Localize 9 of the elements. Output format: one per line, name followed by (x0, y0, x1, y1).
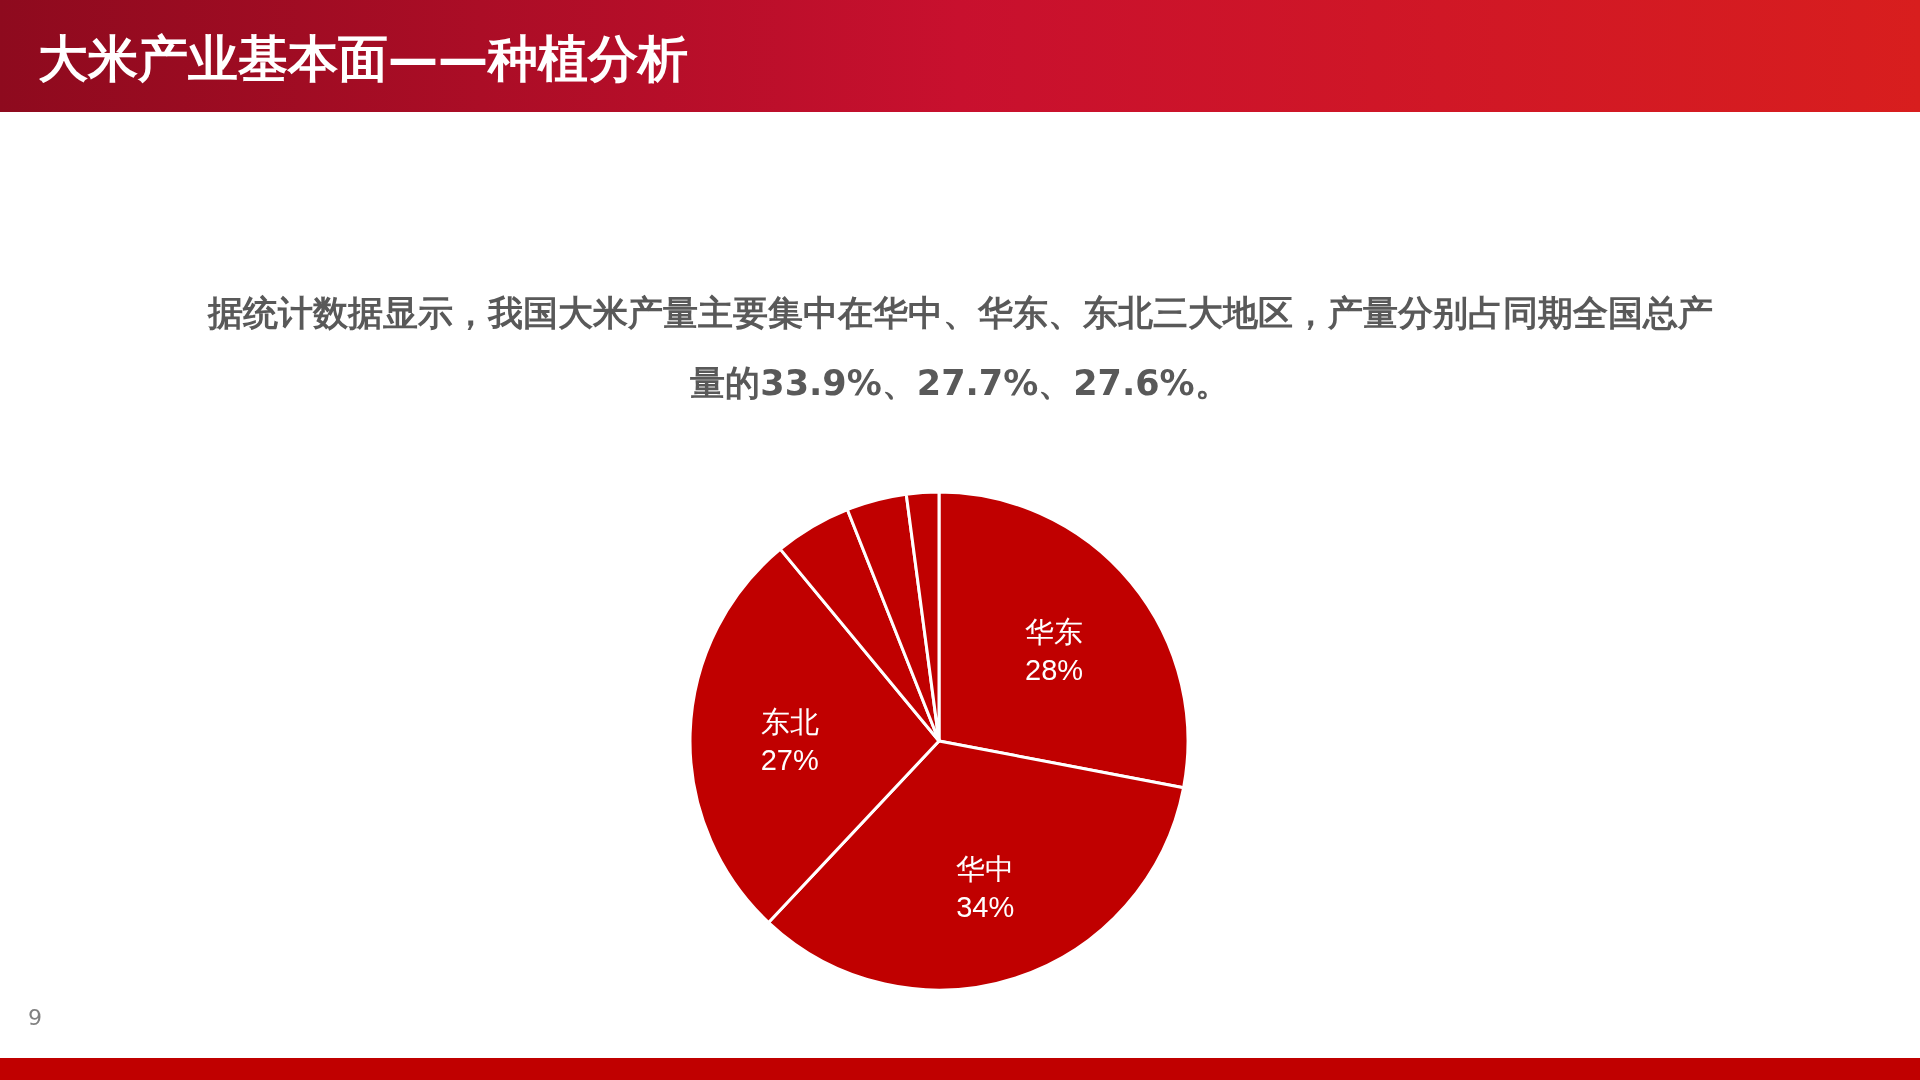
chart-title: 大米产业基本面——种植分析 (38, 29, 688, 90)
data-label: 28% (1025, 653, 1084, 686)
text: 9 (28, 1005, 42, 1030)
data-label: 34% (956, 891, 1015, 924)
data-label: 27% (760, 744, 819, 777)
slice-label: 华东 (1025, 614, 1084, 649)
slice-label: 东北 (760, 705, 819, 740)
chart-subtitle: 据统计数据显示，我国大米产量主要集中在华中、华东、东北三大地区，产量分别占同期全国总产量的33.9%、27.7%、27.6%。 (206, 292, 1714, 405)
slice-label: 华中 (956, 852, 1015, 887)
